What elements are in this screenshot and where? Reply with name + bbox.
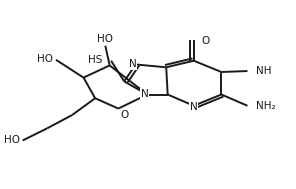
Text: HO: HO bbox=[37, 54, 53, 64]
Text: N: N bbox=[141, 89, 148, 98]
Text: HS: HS bbox=[88, 55, 102, 65]
Text: HO: HO bbox=[4, 136, 20, 146]
Text: NH₂: NH₂ bbox=[256, 101, 276, 111]
Text: N: N bbox=[129, 59, 137, 69]
Text: HO: HO bbox=[97, 34, 113, 44]
Text: O: O bbox=[201, 36, 209, 46]
Text: O: O bbox=[121, 110, 129, 120]
Text: N: N bbox=[190, 102, 198, 112]
Text: NH: NH bbox=[255, 66, 271, 76]
